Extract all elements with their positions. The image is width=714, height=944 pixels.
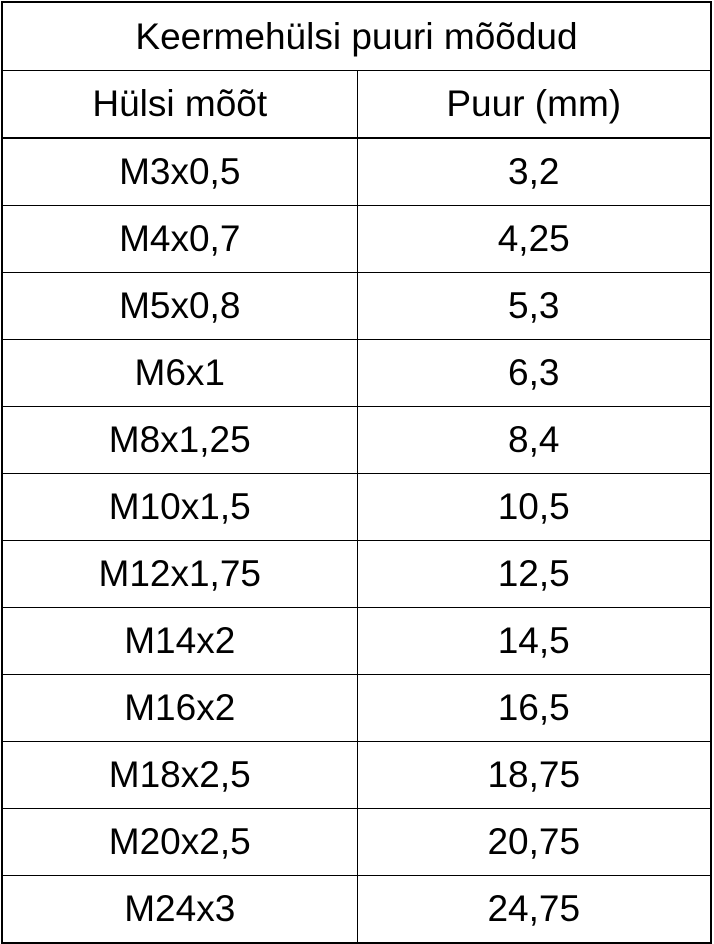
drill-size-cell: 24,75 [356,875,712,944]
thread-size-cell: M12x1,75 [1,540,358,608]
thread-size-cell: M6x1 [1,339,358,407]
thread-size-cell: M18x2,5 [1,741,358,809]
table-row: M20x2,5 20,75 [1,808,712,876]
table-row: M24x3 24,75 [1,875,712,944]
thread-size-cell: M10x1,5 [1,473,358,541]
table-row: M6x1 6,3 [1,339,712,407]
drill-size-cell: 10,5 [356,473,712,541]
thread-size-cell: M20x2,5 [1,808,358,876]
thread-size-cell: M16x2 [1,674,358,742]
thread-size-cell: M24x3 [1,875,358,944]
table-row: M4x0,7 4,25 [1,205,712,273]
header-row: Hülsi mõõt Puur (mm) [1,70,712,139]
table-title: Keermehülsi puuri mõõdud [1,1,712,71]
table-row: M14x2 14,5 [1,607,712,675]
table-row: M10x1,5 10,5 [1,473,712,541]
table-row: M3x0,5 3,2 [1,137,712,206]
thread-size-cell: M8x1,25 [1,406,358,474]
drill-size-cell: 18,75 [356,741,712,809]
header-drill-mm: Puur (mm) [356,70,712,139]
header-thread-size: Hülsi mõõt [1,70,358,139]
thread-size-cell: M5x0,8 [1,272,358,340]
thread-size-cell: M14x2 [1,607,358,675]
table-row: M18x2,5 18,75 [1,741,712,809]
thread-size-cell: M3x0,5 [1,137,358,206]
table-row: M16x2 16,5 [1,674,712,742]
drill-size-cell: 12,5 [356,540,712,608]
table-row: M5x0,8 5,3 [1,272,712,340]
drill-size-cell: 5,3 [356,272,712,340]
table-row: M12x1,75 12,5 [1,540,712,608]
title-row: Keermehülsi puuri mõõdud [1,1,712,71]
drill-size-cell: 4,25 [356,205,712,273]
drill-size-cell: 20,75 [356,808,712,876]
drill-size-cell: 6,3 [356,339,712,407]
drill-size-cell: 8,4 [356,406,712,474]
drill-size-cell: 14,5 [356,607,712,675]
thread-size-cell: M4x0,7 [1,205,358,273]
drill-size-cell: 3,2 [356,137,712,206]
drill-size-cell: 16,5 [356,674,712,742]
table-row: M8x1,25 8,4 [1,406,712,474]
